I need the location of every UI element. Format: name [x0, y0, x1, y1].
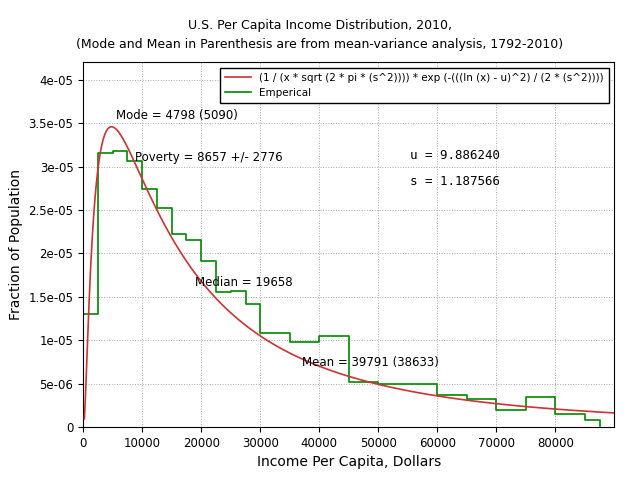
- Emperical: [168, 231, 175, 237]
- Emperical: [182, 231, 190, 237]
- Text: (Mode and Mean in Parenthesis are from mean-variance analysis, 1792-2010): (Mode and Mean in Parenthesis are from m…: [76, 38, 564, 51]
- Emperical: [124, 148, 131, 154]
- (1 / (x * sqrt (2 * pi * (s^2)))) * exp (-(((ln (x) - u)^2) / (2 * (s^2)))): [543, 406, 551, 411]
- Emperical: [109, 150, 116, 156]
- Emperical: [596, 418, 604, 423]
- Emperical: [138, 157, 146, 163]
- Emperical: [493, 396, 500, 401]
- (1 / (x * sqrt (2 * pi * (s^2)))) * exp (-(((ln (x) - u)^2) / (2 * (s^2)))): [611, 410, 618, 416]
- (1 / (x * sqrt (2 * pi * (s^2)))) * exp (-(((ln (x) - u)^2) / (2 * (s^2)))): [307, 360, 315, 366]
- Emperical: [316, 339, 323, 345]
- Emperical: [463, 396, 470, 401]
- Emperical: [345, 333, 353, 339]
- Emperical: [212, 289, 220, 295]
- Emperical: [197, 258, 205, 264]
- Emperical: [182, 238, 190, 243]
- X-axis label: Income Per Capita, Dollars: Income Per Capita, Dollars: [257, 456, 441, 469]
- Emperical: [168, 205, 175, 211]
- Emperical: [242, 301, 250, 307]
- Y-axis label: Fraction of Population: Fraction of Population: [9, 169, 23, 320]
- Emperical: [374, 381, 382, 387]
- Emperical: [433, 381, 441, 387]
- Legend: (1 / (x * sqrt (2 * pi * (s^2)))) * exp (-(((ln (x) - u)^2) / (2 * (s^2)))), Emp: (1 / (x * sqrt (2 * pi * (s^2)))) * exp …: [220, 68, 609, 103]
- Emperical: [109, 148, 116, 154]
- Text: Mode = 4798 (5090): Mode = 4798 (5090): [116, 109, 237, 122]
- Emperical: [94, 150, 102, 156]
- Emperical: [242, 288, 250, 294]
- Emperical: [153, 186, 161, 192]
- Text: s = 1.187566: s = 1.187566: [410, 175, 500, 188]
- (1 / (x * sqrt (2 * pi * (s^2)))) * exp (-(((ln (x) - u)^2) / (2 * (s^2)))): [600, 409, 608, 415]
- Emperical: [79, 312, 87, 317]
- Emperical: [212, 258, 220, 264]
- Text: U.S. Per Capita Income Distribution, 2010,: U.S. Per Capita Income Distribution, 201…: [188, 19, 452, 32]
- Emperical: [522, 394, 530, 400]
- Emperical: [227, 288, 235, 294]
- Emperical: [286, 331, 294, 336]
- Emperical: [433, 392, 441, 398]
- Emperical: [552, 394, 559, 400]
- Emperical: [153, 205, 161, 211]
- Emperical: [79, 424, 87, 430]
- Emperical: [581, 418, 589, 423]
- Emperical: [493, 407, 500, 413]
- Emperical: [596, 424, 604, 430]
- Emperical: [316, 333, 323, 339]
- Emperical: [374, 379, 382, 385]
- Line: Emperical: Emperical: [83, 151, 600, 427]
- Emperical: [94, 312, 102, 317]
- Emperical: [463, 392, 470, 398]
- (1 / (x * sqrt (2 * pi * (s^2)))) * exp (-(((ln (x) - u)^2) / (2 * (s^2)))): [284, 349, 292, 355]
- Emperical: [124, 157, 131, 163]
- (1 / (x * sqrt (2 * pi * (s^2)))) * exp (-(((ln (x) - u)^2) / (2 * (s^2)))): [141, 182, 149, 188]
- Text: u = 9.886240: u = 9.886240: [410, 149, 500, 162]
- Emperical: [227, 289, 235, 295]
- Text: Median = 19658: Median = 19658: [195, 276, 293, 289]
- Emperical: [345, 379, 353, 385]
- Text: Mean = 39791 (38633): Mean = 39791 (38633): [301, 356, 438, 370]
- (1 / (x * sqrt (2 * pi * (s^2)))) * exp (-(((ln (x) - u)^2) / (2 * (s^2)))): [81, 416, 88, 422]
- Emperical: [197, 238, 205, 243]
- (1 / (x * sqrt (2 * pi * (s^2)))) * exp (-(((ln (x) - u)^2) / (2 * (s^2)))): [108, 124, 115, 130]
- Emperical: [257, 331, 264, 336]
- Emperical: [552, 411, 559, 417]
- Emperical: [138, 186, 146, 192]
- Text: Poverty = 8657 +/- 2776: Poverty = 8657 +/- 2776: [135, 151, 283, 165]
- Emperical: [581, 411, 589, 417]
- Emperical: [522, 407, 530, 413]
- (1 / (x * sqrt (2 * pi * (s^2)))) * exp (-(((ln (x) - u)^2) / (2 * (s^2)))): [173, 243, 180, 249]
- Emperical: [286, 339, 294, 345]
- Line: (1 / (x * sqrt (2 * pi * (s^2)))) * exp (-(((ln (x) - u)^2) / (2 * (s^2)))): (1 / (x * sqrt (2 * pi * (s^2)))) * exp …: [84, 127, 614, 419]
- Emperical: [257, 301, 264, 307]
